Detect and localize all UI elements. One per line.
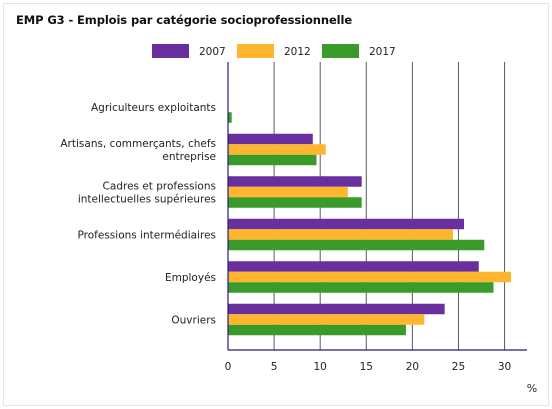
x-tick-label-10: 10: [314, 361, 327, 373]
category-label-1-1: entreprise: [162, 151, 216, 163]
labels: 0 5 10 15 20 25 30% Agriculteurs exploitants Art…: [60, 102, 537, 395]
category-label-3-0: Professions intermédiaires: [78, 230, 216, 242]
bar-2012-2: [228, 186, 348, 198]
x-tick-label-0: 0: [225, 361, 232, 373]
bar-2017-3: [228, 239, 485, 251]
bar-2007-5: [228, 303, 445, 315]
category-label-1-0: Artisans, commerçants, chefs: [60, 138, 216, 150]
x-tick-label-30: 30: [498, 361, 511, 373]
x-unit-label: %: [527, 382, 537, 395]
legend-label-2017: 2017: [369, 46, 396, 58]
x-tick-label-15: 15: [360, 361, 373, 373]
legend-swatch-2012: [237, 44, 274, 58]
category-label-4-0: Employés: [165, 272, 216, 284]
bar-2012-3: [228, 229, 453, 240]
bar-2017-0: [228, 112, 232, 123]
category-label-0-0: Agriculteurs exploitants: [91, 102, 216, 114]
category-label-2-1: intellectuelles supérieures: [78, 194, 216, 206]
bar-2012-1: [228, 144, 326, 155]
category-label-5-0: Ouvriers: [171, 315, 216, 327]
legend-swatch-2017: [322, 44, 359, 58]
x-tick-label-5: 5: [271, 361, 278, 373]
chart-title: EMP G3 - Emplois par catégorie socioprof…: [16, 13, 353, 27]
bar-2007-2: [228, 176, 362, 187]
bar-2017-4: [228, 282, 494, 293]
bar-2012-5: [228, 314, 425, 325]
bars: [228, 112, 512, 336]
category-label-2-0: Cadres et professions: [103, 181, 216, 193]
legend-label-2012: 2012: [284, 46, 311, 58]
legend-label-2007: 2007: [199, 46, 226, 58]
bar-2012-4: [228, 271, 512, 283]
bar-2007-3: [228, 218, 464, 230]
legend: 2007 2012 2017: [152, 44, 396, 58]
bar-2007-1: [228, 133, 313, 145]
x-tick-label-20: 20: [406, 361, 419, 373]
legend-swatch-2007: [152, 44, 189, 58]
x-tick-label-25: 25: [452, 361, 465, 373]
axes: [227, 62, 527, 351]
bar-2017-2: [228, 197, 362, 208]
bar-2017-1: [228, 154, 317, 166]
bar-2017-5: [228, 324, 406, 336]
bar-2007-4: [228, 261, 479, 272]
